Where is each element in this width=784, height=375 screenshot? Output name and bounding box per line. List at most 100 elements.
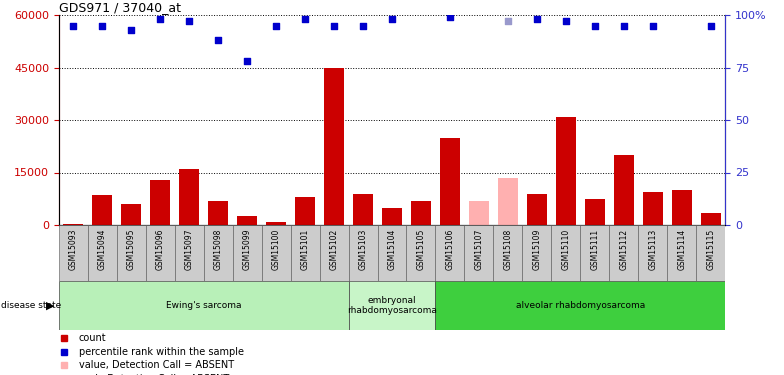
Point (386, 16, 398, 22)
Bar (320, 225, 349, 281)
Point (154, 16, 166, 22)
Text: value, Detection Call = ABSENT: value, Detection Call = ABSENT (78, 360, 234, 370)
Point (241, 58, 253, 64)
Bar (262, 225, 291, 281)
Text: GSM15099: GSM15099 (242, 229, 252, 270)
Point (328, 22, 340, 28)
Bar (59, 225, 88, 281)
Point (67, 22, 79, 28)
Bar (353, 194, 373, 225)
Point (357, 22, 369, 28)
Bar (88, 225, 117, 281)
Bar (435, 225, 464, 281)
Text: GSM15103: GSM15103 (358, 229, 368, 270)
Bar (378, 225, 406, 281)
Bar (696, 225, 725, 281)
Text: GSM15095: GSM15095 (127, 229, 136, 270)
Point (270, 22, 282, 28)
Text: GSM15112: GSM15112 (619, 229, 628, 270)
Point (299, 16, 311, 22)
Bar (208, 201, 228, 225)
Text: GSM15102: GSM15102 (329, 229, 339, 270)
Text: GSM15104: GSM15104 (387, 229, 397, 270)
Text: GSM15113: GSM15113 (648, 229, 657, 270)
Point (618, 22, 630, 28)
Point (125, 27, 137, 33)
Bar (237, 216, 257, 225)
Bar (266, 222, 286, 225)
Bar (493, 225, 522, 281)
Bar (204, 225, 233, 281)
Bar (146, 225, 175, 281)
Text: count: count (78, 333, 107, 343)
Text: GSM15093: GSM15093 (69, 229, 78, 270)
Bar (522, 225, 551, 281)
Bar (667, 225, 696, 281)
Bar (614, 155, 634, 225)
Text: rank, Detection Call = ABSENT: rank, Detection Call = ABSENT (78, 374, 229, 375)
Text: GSM15098: GSM15098 (214, 229, 223, 270)
Bar (406, 225, 435, 281)
Text: GSM15114: GSM15114 (677, 229, 686, 270)
Text: ▶: ▶ (46, 301, 55, 310)
Point (589, 22, 601, 28)
Text: GSM15097: GSM15097 (185, 229, 194, 270)
Text: GSM15100: GSM15100 (271, 229, 281, 270)
Bar (175, 225, 204, 281)
Text: percentile rank within the sample: percentile rank within the sample (78, 346, 244, 357)
Bar (349, 225, 378, 281)
Bar (527, 194, 547, 225)
Bar (117, 225, 146, 281)
Text: GSM15096: GSM15096 (156, 229, 165, 270)
Bar (585, 199, 605, 225)
Text: GSM15105: GSM15105 (416, 229, 426, 270)
Bar (59, 281, 349, 330)
Bar (556, 117, 576, 225)
Bar (121, 204, 141, 225)
Bar (435, 281, 725, 330)
Point (502, 18, 514, 24)
Bar (580, 225, 609, 281)
Bar (498, 178, 518, 225)
Bar (701, 213, 720, 225)
Bar (349, 281, 435, 330)
Text: Ewing's sarcoma: Ewing's sarcoma (166, 301, 241, 310)
Text: GSM15110: GSM15110 (561, 229, 570, 270)
Text: GSM15107: GSM15107 (474, 229, 484, 270)
Bar (93, 195, 112, 225)
Bar (411, 201, 431, 225)
Text: GDS971 / 37040_at: GDS971 / 37040_at (59, 1, 181, 14)
Text: disease state: disease state (1, 301, 61, 310)
Text: embryonal
rhabdomyosarcoma: embryonal rhabdomyosarcoma (347, 296, 437, 315)
Point (560, 18, 572, 24)
Bar (233, 225, 262, 281)
Text: GSM15115: GSM15115 (706, 229, 715, 270)
Point (183, 18, 195, 24)
Point (444, 14, 456, 20)
Bar (464, 225, 493, 281)
Bar (324, 68, 344, 225)
Bar (295, 197, 315, 225)
Text: GSM15108: GSM15108 (503, 229, 513, 270)
Bar (150, 180, 170, 225)
Point (705, 22, 717, 28)
Text: GSM15111: GSM15111 (590, 229, 599, 270)
Bar (672, 190, 691, 225)
Bar (609, 225, 638, 281)
Bar (440, 138, 460, 225)
Bar (638, 225, 667, 281)
Bar (179, 169, 199, 225)
Point (212, 37, 224, 43)
Bar (469, 201, 489, 225)
Bar (291, 225, 320, 281)
Bar (643, 192, 663, 225)
Point (96, 22, 108, 28)
Text: GSM15109: GSM15109 (532, 229, 542, 270)
Text: GSM15094: GSM15094 (98, 229, 107, 270)
Bar (551, 225, 580, 281)
Text: alveolar rhabdomyosarcoma: alveolar rhabdomyosarcoma (516, 301, 645, 310)
Point (647, 22, 659, 28)
Bar (382, 207, 402, 225)
Text: GSM15101: GSM15101 (300, 229, 310, 270)
Point (531, 16, 543, 22)
